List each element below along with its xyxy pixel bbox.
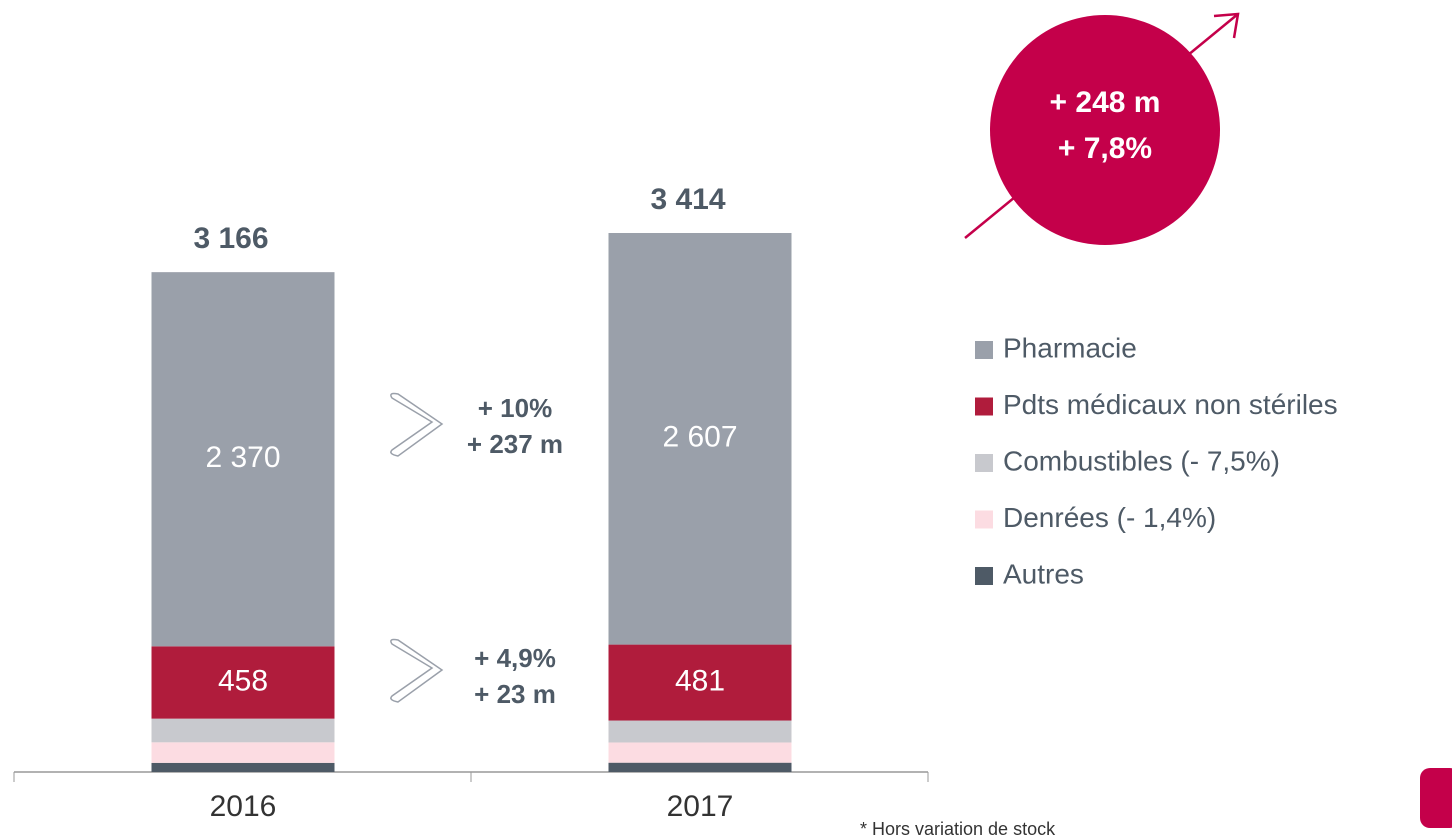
total-label: 3 414: [650, 183, 725, 216]
segment-label: 2 607: [662, 421, 737, 454]
growth-label: + 237 m: [467, 429, 563, 459]
growth-total: + 7,8%: [1058, 132, 1152, 165]
bar-segment: [151, 762, 335, 772]
total-label: 3 166: [193, 222, 268, 255]
bar-segment: [608, 742, 792, 763]
legend-label: Autres: [1003, 558, 1084, 589]
bar-segment: [608, 720, 792, 743]
legend-swatch: [975, 510, 993, 529]
bar-segment: [151, 272, 335, 647]
arrow-head: [1213, 12, 1240, 39]
legend-label: Combustibles (- 7,5%): [1003, 445, 1280, 476]
bar-segment: [151, 742, 335, 763]
chevron: [390, 638, 444, 703]
legend-label: Denrées (- 1,4%): [1003, 502, 1216, 533]
legend-swatch: [975, 567, 993, 585]
legend-swatch: [975, 454, 993, 472]
legend-swatch: [975, 397, 993, 416]
bar-segment: [608, 644, 792, 721]
bar-segment: [608, 233, 792, 645]
segment-label: 481: [675, 664, 725, 697]
bar-segment: [151, 646, 335, 719]
x-tick-label: 2017: [667, 790, 734, 823]
growth-label: + 10%: [478, 393, 552, 423]
legend-swatch: [975, 341, 993, 359]
legend-label: Pdts médicaux non stériles: [1003, 389, 1338, 420]
growth-circle: [990, 15, 1220, 245]
footnote: * Hors variation de stock: [860, 819, 1056, 836]
growth-label: + 23 m: [474, 679, 556, 709]
growth-label: + 4,9%: [474, 643, 556, 673]
segment-label: 2 370: [205, 441, 280, 474]
bar-segment: [608, 762, 792, 772]
logo: [1420, 768, 1452, 828]
x-tick-label: 2016: [210, 790, 277, 823]
legend-label: Pharmacie: [1003, 332, 1137, 363]
bar-segment: [151, 718, 335, 743]
chevron: [390, 392, 444, 457]
segment-label: 458: [218, 664, 268, 697]
growth-total: + 248 m: [1050, 86, 1161, 119]
